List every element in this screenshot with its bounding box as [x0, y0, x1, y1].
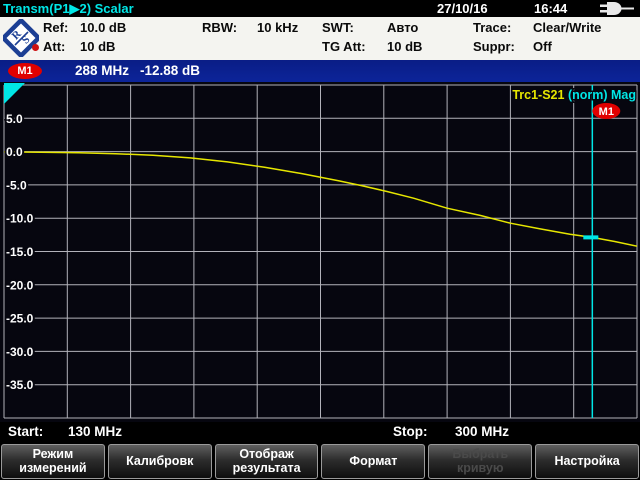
y-axis-tick-label: -30.0 [6, 345, 34, 359]
settings-panel: R S Ref: 10.0 dB Att: 10 dB RBW: 10 kHz SWT: Ав… [0, 17, 640, 60]
setting-label: Trace: [473, 20, 512, 35]
softkey-label: результата [232, 460, 301, 475]
softkey-row: Режим измерений Калибровк Отображ результата… [0, 443, 640, 480]
softkey-label: Отображ [239, 446, 294, 461]
att-active-dot-icon [32, 44, 39, 51]
softkey-label: Настройка [554, 453, 620, 468]
setting-value: Авто [387, 20, 419, 35]
setting-value: 10.0 dB [80, 20, 127, 35]
softkey-select-trace: Выбрать кривую [428, 444, 533, 479]
setting-value: 10 dB [387, 39, 423, 54]
measurement-title: Transm(P1▶2) Scalar [3, 1, 134, 16]
date-display: 27/10/16 [437, 1, 488, 16]
y-axis-tick-label: -20.0 [6, 278, 34, 292]
setting-label: Suppr: [473, 39, 515, 54]
softkey-label: кривую [456, 460, 504, 475]
marker-m1-graph-badge-label: M1 [599, 106, 614, 118]
softkey-settings[interactable]: Настройка [535, 444, 639, 479]
softkey-label: Формат [349, 453, 398, 468]
marker-trace-tick [583, 235, 599, 240]
marker-readout-bar: M1 288 MHz -12.88 dB [0, 60, 640, 82]
softkey-result-display[interactable]: Отображ результата [214, 444, 319, 479]
softkey-label: Выбрать [452, 446, 509, 461]
softkey-label: измерений [19, 460, 87, 475]
setting-label: SWT: [322, 20, 354, 35]
setting-value: 10 kHz [257, 20, 299, 35]
trace-start-indicator-icon [4, 83, 25, 104]
y-axis-tick-label: 5.0 [6, 112, 23, 126]
setting-value: Clear/Write [533, 20, 602, 35]
marker-level-value: -12.88 dB [140, 63, 201, 78]
y-axis-tick-label: -10.0 [6, 212, 34, 226]
y-axis-tick-label: -5.0 [6, 178, 27, 192]
frequency-range-bar: Start: 130 MHz Stop: 300 MHz [0, 422, 640, 443]
setting-value: 10 dB [80, 39, 116, 54]
setting-label: Att: [43, 39, 66, 54]
start-freq-value: 130 MHz [68, 424, 123, 439]
softkey-format[interactable]: Формат [321, 444, 426, 479]
marker-frequency-value: 288 MHz [75, 63, 130, 78]
trace-plot[interactable]: 5.0 0.0 -5.0 -10.0 -15.0 -20.0 -25.0 -30.0 -35.0… [0, 82, 640, 422]
rohde-schwarz-logo: R S [0, 17, 42, 62]
y-axis-tick-label: -15.0 [6, 245, 34, 259]
stop-freq-value: 300 MHz [455, 424, 510, 439]
s21-trace [3, 151, 638, 247]
ac-plug-icon [600, 2, 638, 20]
y-axis-tick-label: -35.0 [6, 378, 34, 392]
title-bar: Transm(P1▶2) Scalar 27/10/16 16:44 [0, 0, 640, 17]
setting-label: RBW: [202, 20, 238, 35]
setting-label: Ref: [43, 20, 69, 35]
y-axis-tick-label: -25.0 [6, 312, 34, 326]
softkey-calibration[interactable]: Калибровк [107, 444, 212, 479]
start-freq-label: Start: [8, 424, 44, 439]
marker-m1-badge: M1 [8, 63, 42, 79]
softkey-meas-mode[interactable]: Режим измерений [1, 444, 105, 479]
trace-legend: Trc1-S21 (norm) Mag [512, 88, 636, 102]
y-axis-tick-label: 0.0 [6, 145, 23, 159]
time-display: 16:44 [534, 1, 568, 16]
setting-label: TG Att: [322, 39, 366, 54]
softkey-label: Калибровк [126, 453, 194, 468]
softkey-label: Режим [32, 446, 74, 461]
marker-m1-graph-badge[interactable] [592, 103, 621, 119]
stop-freq-label: Stop: [393, 424, 428, 439]
setting-value: Off [533, 39, 552, 54]
